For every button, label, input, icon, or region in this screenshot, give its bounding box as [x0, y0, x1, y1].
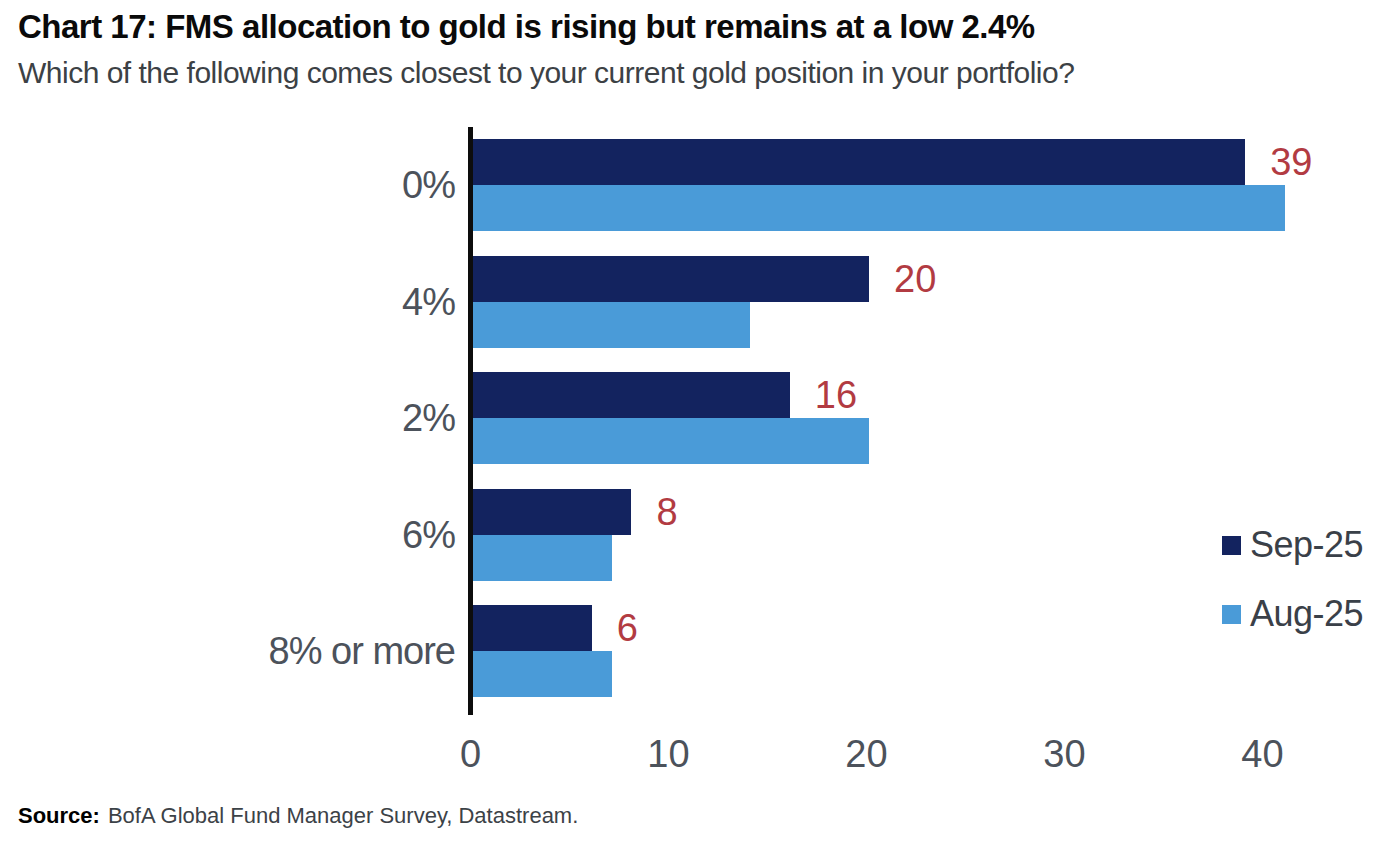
source-line: Source: BofA Global Fund Manager Survey, … — [18, 803, 578, 829]
chart-title: Chart 17: FMS allocation to gold is risi… — [18, 8, 1035, 46]
category-label-3: 6% — [402, 513, 455, 556]
bar-aug-25-3 — [473, 535, 612, 581]
value-label-3: 8 — [656, 490, 677, 533]
legend-swatch-sep-25 — [1222, 536, 1241, 555]
x-axis-tick-20: 20 — [845, 733, 887, 776]
chart-canvas: Chart 17: FMS allocation to gold is risi… — [0, 0, 1382, 842]
x-axis-tick-30: 30 — [1043, 733, 1085, 776]
legend-label-sep-25: Sep-25 — [1250, 524, 1363, 566]
chart-subtitle: Which of the following comes closest to … — [18, 56, 1074, 90]
bar-aug-25-0 — [473, 185, 1285, 231]
bar-sep-25-0 — [473, 139, 1245, 185]
source-label: Source: — [18, 803, 100, 828]
x-axis-tick-10: 10 — [647, 733, 689, 776]
value-label-1: 20 — [894, 257, 936, 300]
category-label-4: 8% or more — [269, 630, 455, 673]
bar-sep-25-3 — [473, 489, 631, 535]
bar-aug-25-2 — [473, 418, 869, 464]
bar-aug-25-1 — [473, 302, 750, 348]
value-label-4: 6 — [617, 607, 638, 650]
category-label-0: 0% — [402, 164, 455, 207]
value-label-0: 39 — [1270, 141, 1312, 184]
bar-sep-25-1 — [473, 256, 869, 302]
bar-aug-25-4 — [473, 651, 612, 697]
x-axis-tick-40: 40 — [1241, 733, 1283, 776]
bar-sep-25-4 — [473, 605, 592, 651]
bar-sep-25-2 — [473, 372, 790, 418]
value-label-2: 16 — [815, 374, 857, 417]
source-text: BofA Global Fund Manager Survey, Datastr… — [108, 803, 578, 828]
category-label-2: 2% — [402, 397, 455, 440]
x-axis-tick-0: 0 — [460, 733, 481, 776]
legend-swatch-aug-25 — [1222, 605, 1241, 624]
category-label-1: 4% — [402, 280, 455, 323]
legend-label-aug-25: Aug-25 — [1250, 593, 1363, 635]
